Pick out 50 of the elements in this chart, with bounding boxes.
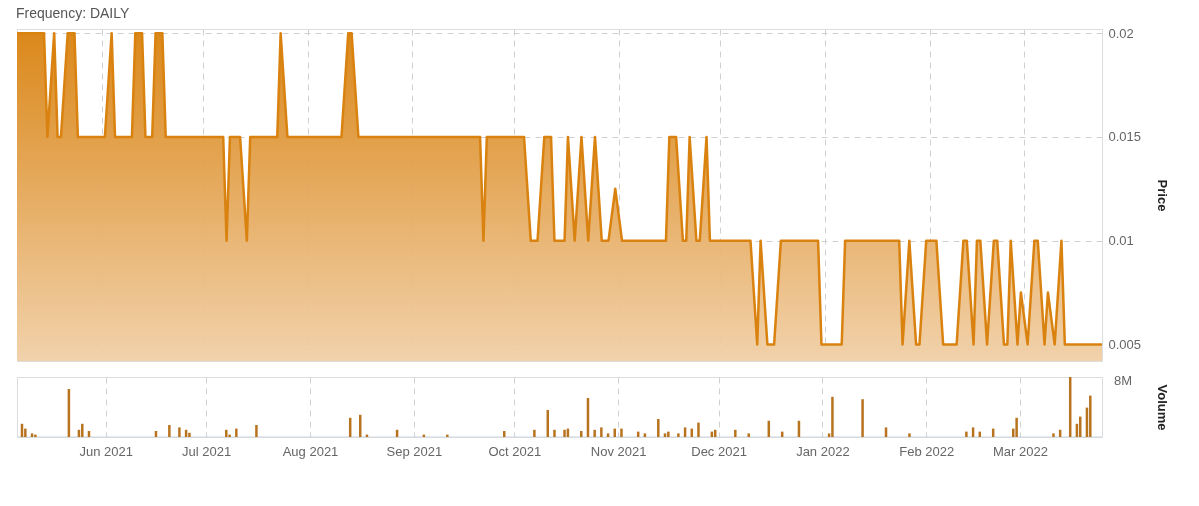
y-tick-label: 0.005 bbox=[1108, 336, 1142, 352]
x-tick-label: Nov 2021 bbox=[590, 443, 647, 459]
bar bbox=[1052, 433, 1055, 437]
x-tick-label: Jun 2021 bbox=[79, 443, 133, 459]
bar bbox=[861, 399, 864, 437]
bar bbox=[580, 431, 583, 437]
bar bbox=[1089, 395, 1092, 437]
bar bbox=[697, 422, 700, 437]
x-tick-label: Aug 2021 bbox=[282, 443, 339, 459]
bar bbox=[553, 429, 556, 437]
y-tick-label: 0.015 bbox=[1108, 129, 1142, 145]
bar bbox=[81, 423, 84, 437]
bar bbox=[533, 429, 536, 437]
bar bbox=[228, 434, 231, 437]
text: 8M bbox=[1114, 373, 1133, 388]
bar bbox=[677, 433, 680, 437]
bar bbox=[747, 433, 750, 437]
x-tick-label: Jan 2022 bbox=[796, 443, 850, 459]
x-tick-label: Oct 2021 bbox=[488, 443, 542, 459]
bar bbox=[178, 427, 181, 437]
bar bbox=[965, 431, 968, 437]
bar bbox=[1079, 416, 1082, 437]
bar bbox=[34, 434, 37, 437]
bar bbox=[168, 425, 171, 437]
bar bbox=[235, 428, 238, 437]
bar bbox=[831, 396, 834, 437]
x-tick-label: Jul 2021 bbox=[182, 443, 232, 459]
bar bbox=[657, 419, 660, 437]
bar bbox=[1015, 417, 1018, 437]
bar bbox=[225, 429, 228, 437]
chart-title: Frequency: DAILY bbox=[16, 4, 131, 21]
bar bbox=[600, 427, 603, 437]
x-tick-label: Mar 2022 bbox=[993, 443, 1048, 459]
y-axis-title: Price bbox=[1155, 179, 1171, 212]
y-tick-label: 0.02 bbox=[1108, 25, 1134, 41]
y-tick-label: 0.01 bbox=[1108, 233, 1134, 249]
bar bbox=[188, 432, 191, 437]
bar bbox=[593, 429, 596, 437]
bar bbox=[24, 428, 27, 437]
x-tick-label: Dec 2021 bbox=[691, 443, 747, 459]
bar bbox=[446, 434, 449, 437]
x-tick-label: Sep 2021 bbox=[386, 443, 443, 459]
bar bbox=[563, 429, 566, 437]
bar bbox=[620, 428, 623, 437]
bar bbox=[667, 431, 670, 437]
bar bbox=[255, 425, 258, 437]
y-axis-title: Volume bbox=[1154, 384, 1170, 431]
bar bbox=[734, 429, 737, 437]
bar bbox=[908, 433, 911, 437]
x-tick-label: Feb 2022 bbox=[899, 443, 955, 459]
